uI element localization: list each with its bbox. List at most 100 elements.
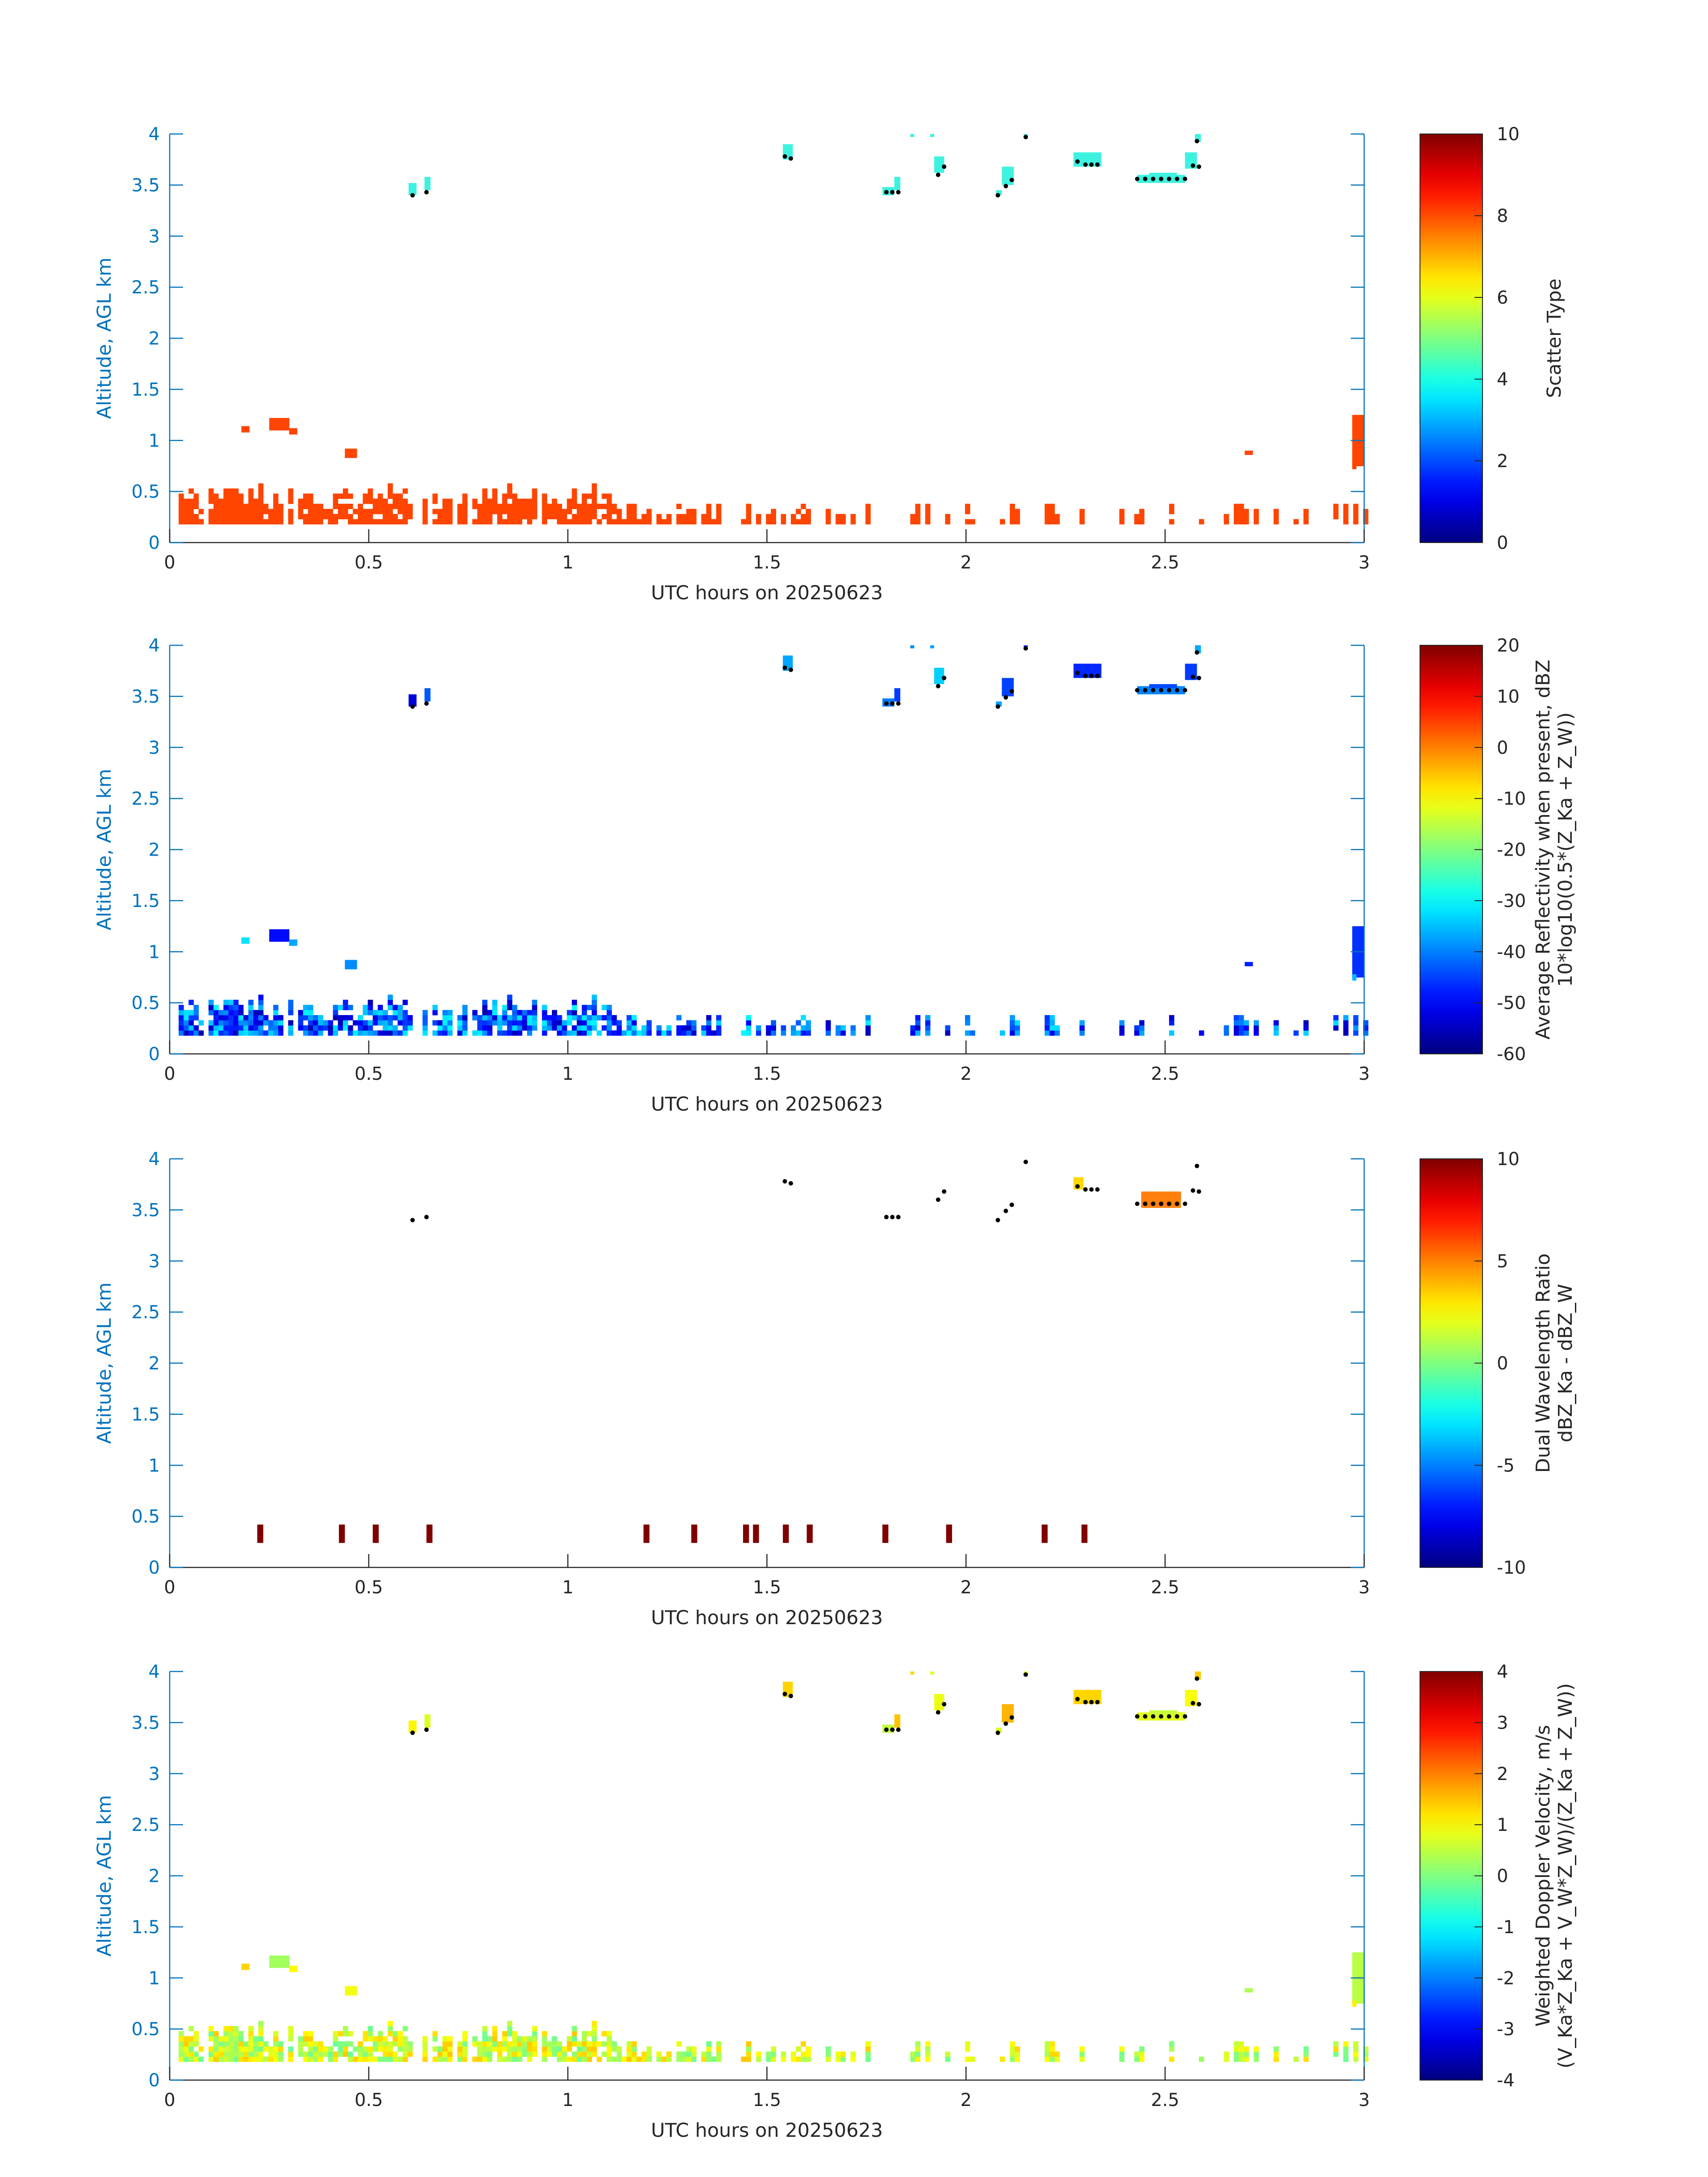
cell (477, 1025, 483, 1031)
cell (542, 2036, 547, 2042)
cell (641, 1025, 647, 1031)
cell (1239, 2046, 1244, 2052)
y-tick-label: 2 (149, 1354, 160, 1374)
cell (358, 2051, 363, 2057)
cell (502, 2036, 508, 2042)
cell (432, 1010, 438, 1015)
cell (372, 519, 378, 525)
cell (328, 514, 334, 519)
cell (771, 1020, 777, 1026)
cell (562, 509, 567, 514)
cell (432, 2036, 438, 2042)
cell (592, 2021, 597, 2027)
cell (273, 514, 279, 519)
cell (184, 2051, 189, 2057)
cell (611, 1015, 617, 1021)
cell (208, 2026, 214, 2031)
x-tick-label: 0.5 (355, 1064, 383, 1084)
cell (930, 134, 934, 137)
cell (372, 1010, 378, 1015)
cell (592, 2046, 597, 2052)
cell (1049, 2046, 1055, 2052)
cell (512, 514, 518, 519)
marker (935, 1197, 940, 1202)
cell (676, 1015, 682, 1021)
marker (1095, 162, 1100, 167)
marker (1159, 176, 1164, 181)
cell (572, 1010, 577, 1015)
cell (910, 134, 915, 137)
cell (208, 493, 214, 499)
cell (572, 514, 577, 519)
cell (243, 1020, 249, 1026)
cell (258, 1025, 264, 1031)
cell (497, 519, 503, 525)
cell (179, 2051, 184, 2057)
cell (522, 2046, 527, 2052)
cell (850, 2051, 856, 2057)
cell (388, 483, 393, 489)
cell (1303, 509, 1309, 514)
cell (502, 1020, 508, 1026)
y-tick-label: 0 (149, 1044, 160, 1065)
colorbar-tick-label: 0 (1497, 738, 1508, 758)
cell (241, 937, 250, 944)
cell (253, 519, 259, 525)
x-tick-label: 0 (164, 1577, 175, 1598)
cell (517, 2051, 522, 2057)
marker (410, 1730, 415, 1735)
cell (636, 1030, 642, 1036)
cell (367, 488, 373, 494)
cell (746, 2051, 752, 2057)
cell (442, 498, 448, 504)
cell (532, 488, 538, 494)
cell (517, 1010, 522, 1015)
cell (587, 514, 592, 519)
cell (208, 1005, 214, 1011)
cell (1244, 1030, 1249, 1036)
cell (208, 1010, 214, 1015)
cell (472, 1010, 478, 1015)
cell (791, 1025, 796, 1031)
marker (1190, 1701, 1195, 1705)
cell (691, 1025, 697, 1031)
cell (601, 1025, 607, 1031)
colorbar-tick-label: 2 (1497, 451, 1508, 472)
cell (676, 2051, 682, 2057)
cell (756, 519, 761, 525)
cell (601, 1005, 607, 1011)
cell (512, 2056, 518, 2062)
cell (601, 2031, 607, 2037)
cell (1079, 2046, 1085, 2052)
cell (517, 2056, 522, 2062)
marker (1190, 163, 1195, 168)
colorbar-tick-label: 0 (1497, 1866, 1508, 1887)
cell (383, 2056, 388, 2062)
cell (497, 2046, 503, 2052)
cell (208, 2051, 214, 2057)
cell (1119, 1020, 1125, 1026)
cell (248, 1010, 254, 1015)
cell (970, 2056, 975, 2062)
cell (965, 1020, 970, 1026)
cell (377, 2056, 383, 2062)
cell (179, 493, 184, 499)
cell (218, 2036, 224, 2042)
marker (890, 190, 895, 195)
y-tick-label: 0.5 (131, 993, 160, 1014)
cell (1054, 1025, 1060, 1031)
cell (806, 2051, 811, 2057)
cell (865, 1020, 871, 1026)
cell (840, 2051, 846, 2057)
cell (457, 1015, 463, 1021)
marker (1182, 176, 1187, 181)
cell (557, 1015, 562, 1021)
cell (711, 2056, 717, 2062)
cell (517, 2041, 522, 2047)
cell (238, 514, 244, 519)
cell (482, 1005, 488, 1011)
marker (884, 1727, 889, 1732)
cell (241, 426, 250, 433)
cell (303, 2041, 309, 2047)
cell (1199, 2056, 1204, 2062)
